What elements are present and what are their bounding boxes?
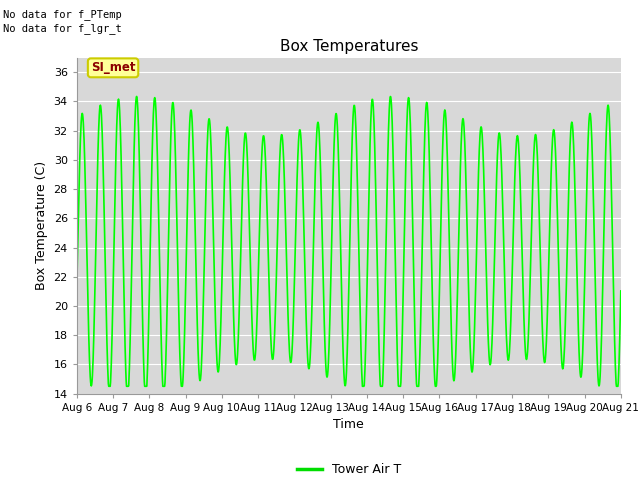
Title: Box Temperatures: Box Temperatures [280, 39, 418, 54]
X-axis label: Time: Time [333, 418, 364, 431]
Y-axis label: Box Temperature (C): Box Temperature (C) [35, 161, 48, 290]
Text: No data for f_PTemp: No data for f_PTemp [3, 9, 122, 20]
Text: SI_met: SI_met [91, 61, 135, 74]
Text: No data for f_lgr_t: No data for f_lgr_t [3, 23, 122, 34]
Legend: Tower Air T: Tower Air T [292, 458, 406, 480]
